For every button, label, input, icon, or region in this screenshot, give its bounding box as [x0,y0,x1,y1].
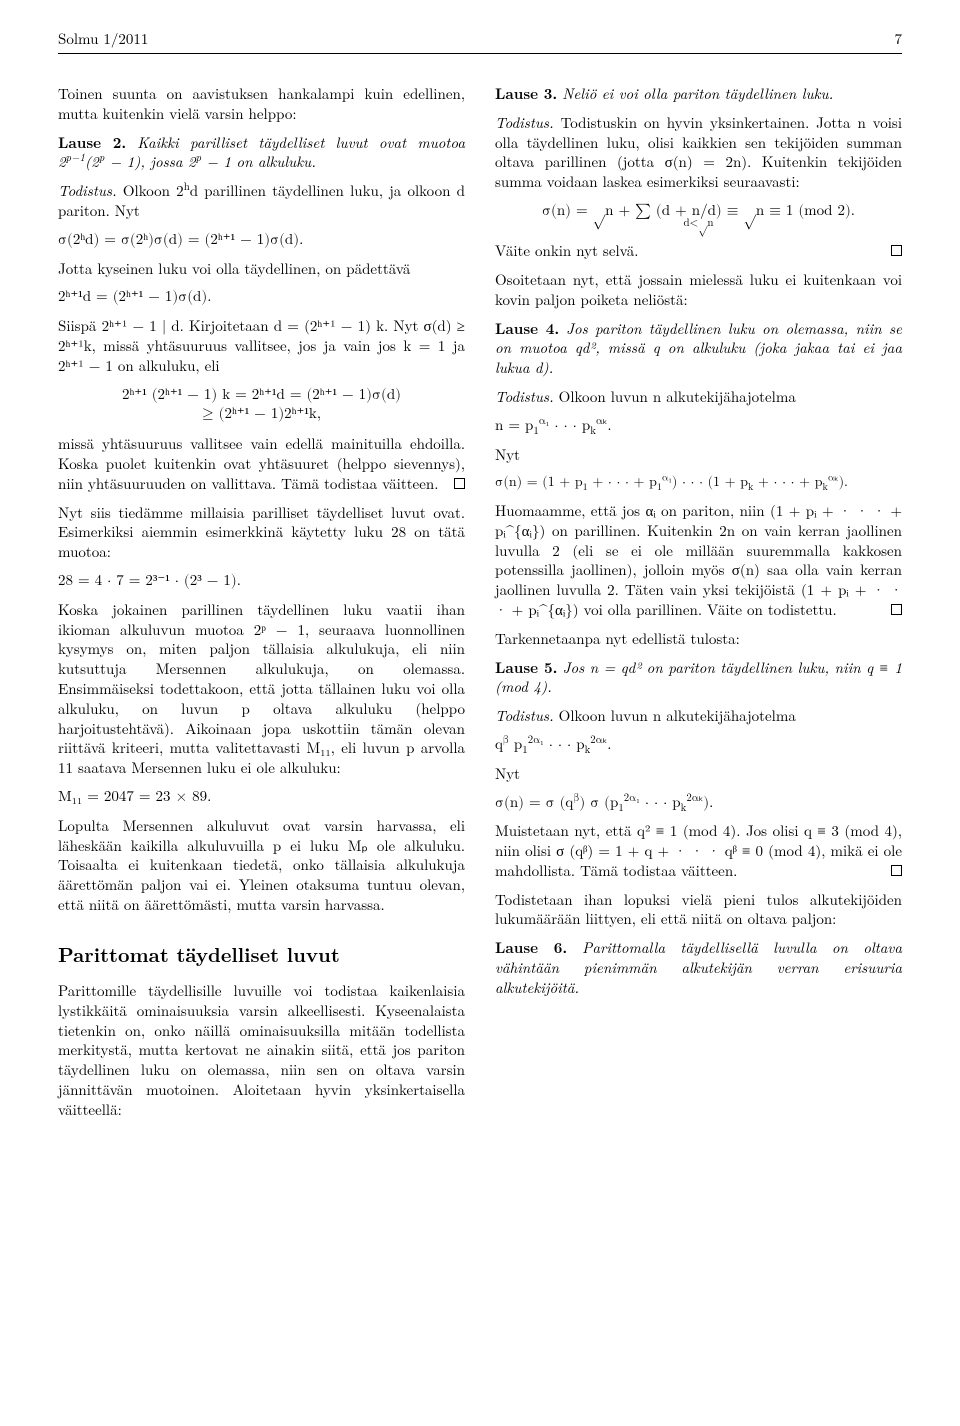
para-huomaamme: Huomaamme, että jos αᵢ on pariton, niin … [495,501,902,620]
qed-box-4 [891,604,902,615]
running-head-left: Solmu 1/2011 [58,28,148,49]
eq-sigma-prod: σ(n) = (1 + p1 + · · · + p1α₁) · · · (1 … [495,473,902,491]
lause-5: Lause 5. Jos n = qd² on pariton täydelli… [495,658,902,698]
para-lopulta: Lopulta Mersennen alkuluvut ovat varsin … [58,816,465,915]
lause-2: Lause 2. Kaikki parilliset täydelliset l… [58,133,465,173]
para-vaite-selva: Väite onkin nyt selvä. [495,241,902,261]
para-jotta: Jotta kyseinen luku voi olla täydellinen… [58,259,465,279]
para-muistetaan: Muistetaan nyt, että q² ≡ 1 (mod 4). Jos… [495,821,902,880]
eq-sigma-2hd: σ(2ʰd) = σ(2ʰ)σ(d) = (2ʰ⁺¹ − 1)σ(d). [58,230,465,250]
para-siispa: Siispä 2ʰ⁺¹ − 1 | d. Kirjoitetaan d = (2… [58,316,465,375]
eq-qbeta: qβ p12α₁ · · · pk2αₖ. [495,735,902,755]
lause-3-label: Lause 3. [495,83,557,104]
lause-3: Lause 3. Neliö ei voi olla pariton täyde… [495,84,902,104]
eq-sigma-qbeta: σ(n) = σ (qβ) σ (p12α₁ · · · pk2αₖ). [495,793,902,813]
page-number: 7 [894,28,902,49]
proof-2-intro: Todistus. Olkoon 2hd parillinen täydelli… [58,181,465,221]
todistus-label-3: Todistus. [495,112,554,133]
lause-5-label: Lause 5. [495,657,557,678]
proof-5-intro: Todistus. Olkoon luvun n alkutekijähajot… [495,706,902,726]
para-todistetaan: Todistetaan ihan lopuksi vielä pieni tul… [495,890,902,930]
para-parittomat-intro: Parittomille täydellisille luvuille voi … [58,981,465,1120]
eq-2h1d: 2ʰ⁺¹d = (2ʰ⁺¹ − 1)σ(d). [58,287,465,307]
qed-box-3 [891,245,902,256]
lause-6: Lause 6. Parittomalla täydellisellä luvu… [495,938,902,997]
eq-n-prime: n = p1α₁ · · · pkαₖ. [495,416,902,436]
qed-box [454,478,465,489]
para-nytsiis: Nyt siis tiedämme millaisia parilliset t… [58,503,465,562]
proof-4-intro: Todistus. Olkoon luvun n alkutekijähajot… [495,387,902,407]
para-intro: Toinen suunta on aavistuksen hankalampi … [58,84,465,124]
todistus-label: Todistus. [58,180,117,201]
eq-28: 28 = 4 · 7 = 2³⁻¹ · (2³ − 1). [58,571,465,591]
lause-6-label: Lause 6. [495,937,567,958]
todistus-label-4: Todistus. [495,386,554,407]
lause-4: Lause 4. Jos pariton täydellinen luku on… [495,319,902,378]
section-parittomat: Parittomat täydelliset luvut [58,941,465,967]
para-osoitetaan: Osoitetaan nyt, että jossain mielessä lu… [495,270,902,310]
para-missa: missä yhtäsuuruus vallitsee vain edellä … [58,434,465,493]
eq-m11: M₁₁ = 2047 = 23 × 89. [58,787,465,807]
eq-chain: 2ʰ⁺¹ (2ʰ⁺¹ − 1) k = 2ʰ⁺¹d = (2ʰ⁺¹ − 1)σ(… [58,385,465,425]
lause-4-label: Lause 4. [495,318,559,339]
qed-box-5 [891,865,902,876]
nyt-2: Nyt [495,764,902,784]
proof-3-intro: Todistus. Todistuskin on hyvin yksinkert… [495,113,902,192]
para-koska: Koska jokainen parillinen täydellinen lu… [58,600,465,778]
nyt-1: Nyt [495,445,902,465]
todistus-label-5: Todistus. [495,705,554,726]
para-tarkennetaan: Tarkennetaanpa nyt edellistä tulosta: [495,629,902,649]
eq-sigma-sum: σ(n) = √n + ∑ (d + n/d) ≡ √n ≡ 1 (mod 2)… [495,201,902,231]
